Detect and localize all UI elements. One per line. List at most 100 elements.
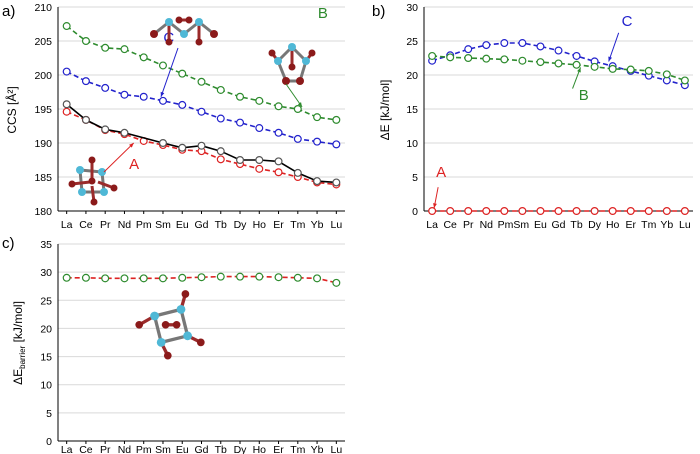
arrow-b-C: [608, 32, 620, 62]
panel-label: a): [2, 3, 15, 20]
x-tick-label: Gd: [194, 219, 208, 231]
x-tick-label: Er: [273, 444, 284, 454]
data-point-B: [274, 102, 283, 111]
data-point-Exp: [236, 156, 245, 165]
y-tick-label: 5: [46, 408, 52, 420]
data-point-A: [464, 207, 473, 216]
x-tick-label: Pr: [463, 219, 474, 231]
data-point-B: [293, 104, 302, 113]
data-point-Exp: [197, 141, 206, 150]
y-axis-title: ΔE [kJ/mol]: [378, 80, 392, 141]
data-point-B: [62, 22, 71, 31]
x-tick-label: Lu: [679, 219, 691, 231]
x-tick-label: Tm: [641, 219, 656, 231]
x-tick-label: Pr: [100, 444, 111, 454]
data-point-barrier: [255, 272, 264, 281]
x-tick-label: Ce: [443, 219, 457, 231]
data-point-B: [81, 36, 90, 45]
arrow-B-head: [297, 102, 303, 107]
series-label-A: A: [129, 156, 139, 173]
arrow-B: [285, 83, 303, 108]
y-tick-label: 25: [40, 295, 52, 307]
data-point-A: [255, 164, 264, 173]
panel-label: c): [2, 235, 15, 252]
data-point-C: [62, 67, 71, 76]
x-tick-label: Pm: [136, 219, 152, 231]
arrow-b-B-head: [577, 67, 581, 73]
data-point-C: [178, 100, 187, 109]
data-point-A: [446, 207, 455, 216]
data-point-B: [139, 53, 148, 62]
y-axis-title: CCS [Å²]: [4, 86, 19, 133]
data-point-Exp: [101, 125, 110, 134]
x-tick-label: Tm: [290, 219, 305, 231]
data-point-C: [81, 77, 90, 86]
panel-label: b): [372, 3, 385, 20]
data-point-B: [662, 70, 671, 79]
data-point-C: [500, 39, 509, 48]
panel-c: 0 5 10 15 20 25 30 35 La Ce Pr Nd Pm Sm Eu Gd Tb Dy Ho Er Tm…: [2, 235, 345, 454]
y-tick-label: 180: [34, 206, 52, 218]
data-point-C: [536, 42, 545, 51]
data-point-B: [236, 92, 245, 101]
data-point-barrier: [313, 274, 322, 283]
data-point-Exp: [178, 143, 187, 152]
data-point-A: [482, 207, 491, 216]
data-point-C: [293, 134, 302, 143]
x-tick-label: Eu: [176, 219, 189, 231]
data-point-B: [197, 77, 206, 86]
data-point-B: [626, 65, 635, 74]
x-tick-label: Pr: [100, 219, 111, 231]
x-tick-label: Gd: [194, 444, 208, 454]
y-tick-label: 25: [406, 36, 418, 48]
series-label-B: B: [318, 5, 328, 22]
y-tick-label: 190: [34, 138, 52, 150]
arrow-A: [103, 142, 135, 173]
data-point-A: [500, 207, 509, 216]
data-point-C: [313, 137, 322, 146]
series-label-A: A: [436, 164, 446, 181]
data-point-Exp: [120, 128, 129, 137]
data-point-A: [536, 207, 545, 216]
x-tick-label: Dy: [234, 444, 248, 454]
data-point-B: [644, 66, 653, 75]
x-tick-label: Ho: [253, 444, 267, 454]
x-tick-label: Nd: [480, 219, 494, 231]
x-tick-label: Ho: [253, 219, 267, 231]
series-label-C: C: [622, 13, 633, 30]
data-point-barrier: [101, 274, 110, 283]
data-point-barrier: [62, 273, 71, 282]
x-tick-label: Nd: [118, 219, 132, 231]
panel-a: 180 185 190 195 200 205 210 La Ce Pr Nd Pm Sm Eu Gd Tb D…: [2, 2, 345, 231]
structure-B-image: [267, 41, 317, 87]
data-point-B: [680, 76, 689, 85]
data-point-barrier: [178, 273, 187, 282]
arrow-C-head: [160, 91, 165, 97]
data-point-A: [590, 207, 599, 216]
data-point-C: [158, 96, 167, 105]
data-point-barrier: [120, 274, 129, 283]
data-point-barrier: [216, 272, 225, 281]
data-point-B: [608, 64, 617, 73]
x-tick-label: Tb: [215, 444, 227, 454]
x-tick-label: La: [61, 444, 73, 454]
data-point-B: [178, 69, 187, 78]
data-point-B: [428, 51, 437, 60]
data-point-barrier: [274, 273, 283, 282]
series-line-barrier: [66, 275, 337, 284]
y-tick-label: 30: [40, 267, 52, 279]
x-tick-label: PmSm: [498, 219, 530, 231]
data-point-B: [500, 55, 509, 64]
x-tick-label: Gd: [551, 219, 565, 231]
data-point-Exp: [313, 177, 322, 186]
data-point-B: [536, 58, 545, 67]
data-point-barrier: [158, 274, 167, 283]
x-tick-label: Eu: [534, 219, 547, 231]
x-tick-label: Nd: [118, 444, 132, 454]
data-point-B: [572, 60, 581, 69]
data-point-barrier: [236, 272, 245, 281]
data-point-C: [274, 128, 283, 137]
data-point-B: [101, 43, 110, 52]
data-point-B: [332, 115, 341, 124]
